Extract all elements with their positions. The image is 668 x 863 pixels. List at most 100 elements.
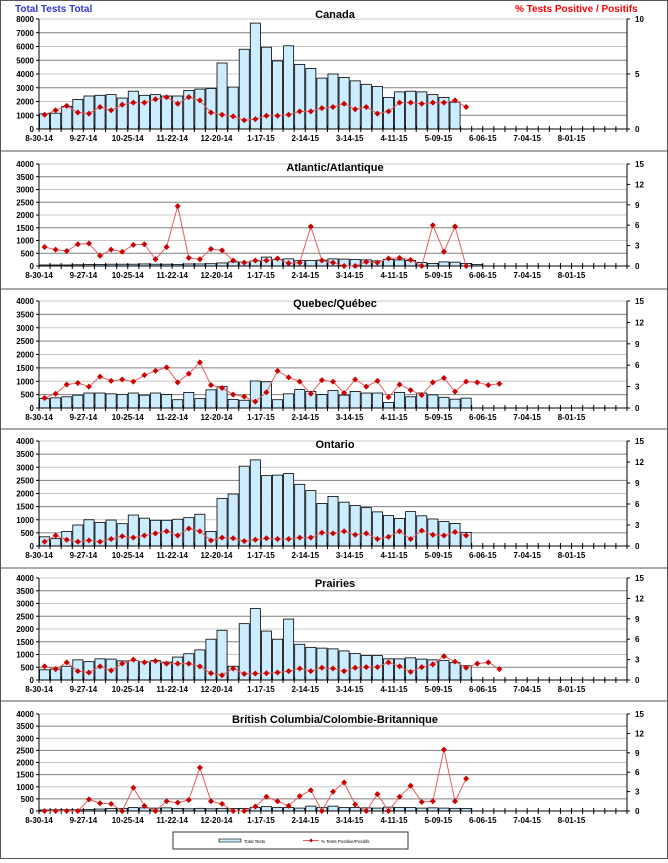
y-tick-label: 8000 — [16, 15, 34, 24]
bar — [327, 495, 339, 547]
y2-tick-label: 15 — [635, 437, 644, 446]
y2-tick-label: 3 — [635, 521, 640, 530]
positivity-marker — [418, 798, 425, 805]
positivity-marker — [97, 663, 104, 670]
bar — [283, 473, 295, 547]
positivity-marker — [230, 535, 237, 542]
positivity-marker — [296, 793, 303, 800]
positivity-marker — [296, 378, 303, 385]
positivity-marker — [429, 531, 436, 538]
y2-tick-label: 3 — [635, 242, 640, 251]
positivity-marker — [241, 393, 248, 400]
positivity-marker — [63, 536, 70, 543]
positivity-marker — [52, 107, 59, 114]
x-tick-label: 7-04-15 — [513, 413, 541, 422]
positivity-marker — [63, 808, 70, 814]
x-tick-label: 4-11-15 — [380, 413, 408, 422]
positivity-marker — [363, 664, 370, 671]
bar — [349, 807, 361, 812]
x-tick-label: 11-22-14 — [156, 551, 188, 560]
positivity-marker — [174, 532, 181, 539]
positivity-marker — [318, 377, 325, 384]
y-tick-label: 3500 — [16, 173, 34, 182]
y-tick-label: 1000 — [16, 651, 34, 660]
bar — [138, 517, 150, 547]
y-tick-label: 1000 — [16, 783, 34, 792]
bar — [338, 394, 350, 409]
x-tick-label: 2-14-15 — [291, 413, 319, 422]
positivity-marker — [41, 808, 48, 814]
y-tick-label: 1500 — [16, 638, 34, 647]
positivity-marker — [318, 529, 325, 536]
bar — [371, 85, 383, 130]
chart-title: Prairies — [315, 578, 355, 590]
bar — [105, 519, 117, 547]
bar — [394, 806, 406, 812]
positivity-marker — [385, 533, 392, 540]
positivity-marker — [119, 101, 126, 108]
positivity-marker — [352, 106, 359, 113]
positivity-marker — [307, 787, 314, 794]
x-tick-label: 4-11-15 — [380, 271, 408, 280]
positivity-marker — [307, 668, 314, 675]
bar — [116, 393, 128, 409]
y-tick-label: 2500 — [16, 612, 34, 621]
bar — [416, 91, 428, 130]
x-tick-label: 1-17-15 — [247, 413, 275, 422]
positivity-marker — [274, 798, 281, 805]
positivity-marker — [418, 664, 425, 671]
positivity-marker — [207, 798, 214, 805]
x-tick-label: 5-09-15 — [425, 816, 453, 825]
x-tick-label: 12-20-14 — [200, 685, 233, 694]
bar — [283, 393, 295, 409]
positivity-marker — [252, 536, 259, 543]
x-tick-label: 5-09-15 — [425, 271, 453, 280]
positivity-marker — [274, 669, 281, 676]
x-tick-label: 9-27-14 — [70, 134, 98, 143]
x-tick-label: 4-11-15 — [380, 685, 408, 694]
positivity-marker — [85, 669, 92, 676]
bar — [127, 807, 139, 812]
x-tick-label: 7-04-15 — [513, 685, 541, 694]
y-tick-label: 2500 — [16, 746, 34, 755]
y2-tick-label: 15 — [635, 710, 644, 719]
y-tick-label: 500 — [21, 663, 35, 672]
positivity-marker — [440, 99, 447, 106]
positivity-marker — [352, 263, 359, 269]
positivity-marker — [374, 664, 381, 671]
positivity-marker — [452, 529, 459, 535]
bar — [460, 397, 472, 409]
positivity-marker — [130, 534, 137, 541]
positivity-marker — [241, 259, 248, 266]
y-tick-label: 3500 — [16, 722, 34, 731]
y2-tick-label: 6 — [635, 361, 640, 370]
bar — [449, 261, 461, 267]
x-tick-label: 8-01-15 — [558, 685, 586, 694]
x-tick-label: 1-17-15 — [247, 816, 275, 825]
positivity-marker — [119, 376, 126, 383]
bar — [360, 507, 372, 547]
y2-tick-label: 0 — [635, 676, 640, 685]
positivity-marker — [130, 241, 137, 248]
positivity-marker — [440, 375, 447, 382]
positivity-marker — [374, 110, 381, 117]
positivity-marker — [174, 379, 181, 386]
positivity-marker — [41, 395, 48, 402]
positivity-marker — [429, 661, 436, 668]
y-tick-label: 2500 — [16, 337, 34, 346]
positivity-marker — [41, 111, 48, 118]
positivity-marker — [185, 94, 192, 101]
x-tick-label: 9-27-14 — [70, 271, 98, 280]
x-tick-label: 1-17-15 — [247, 271, 275, 280]
positivity-marker — [318, 808, 325, 814]
positivity-marker — [407, 536, 414, 542]
y2-tick-label: 0 — [635, 542, 640, 551]
y-tick-label: 1500 — [16, 364, 34, 373]
positivity-marker — [85, 110, 92, 117]
positivity-marker — [185, 797, 192, 804]
positivity-marker — [285, 802, 292, 809]
positivity-marker — [485, 659, 492, 666]
positivity-marker — [174, 799, 181, 806]
positivity-marker — [163, 528, 170, 535]
bar — [405, 807, 417, 812]
